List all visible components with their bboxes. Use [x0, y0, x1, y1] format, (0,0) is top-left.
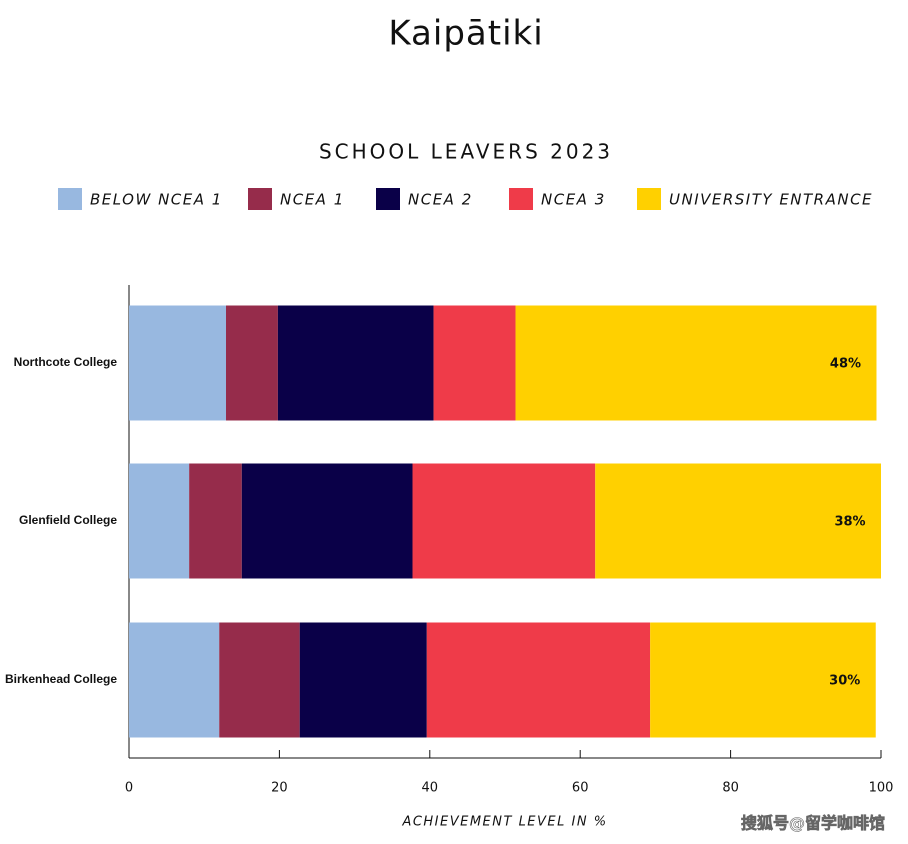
bar-segment — [189, 463, 242, 579]
legend-label: NCEA 2 — [408, 191, 473, 209]
bar-segment — [129, 305, 227, 421]
x-tick-label: 40 — [422, 781, 439, 796]
chart-title: SCHOOL LEAVERS 2023 — [319, 140, 613, 164]
legend-swatch — [509, 188, 533, 210]
legend-swatch — [248, 188, 272, 210]
category-label: Northcote College — [14, 355, 118, 369]
x-tick-label: 80 — [722, 781, 739, 796]
bar-segment — [277, 305, 434, 421]
legend-label: BELOW NCEA 1 — [90, 191, 223, 209]
bar-segment — [129, 622, 220, 738]
legend-swatch — [58, 188, 82, 210]
bar-segment — [241, 463, 413, 579]
bar-segment — [219, 622, 300, 738]
category-label: Birkenhead College — [5, 672, 117, 686]
legend-swatch — [376, 188, 400, 210]
bar-segment — [433, 305, 516, 421]
bar-segment — [129, 463, 190, 579]
bar-segment — [412, 463, 596, 579]
value-label: 38% — [834, 515, 865, 530]
legend-label: NCEA 1 — [280, 191, 345, 209]
bar-segment — [299, 622, 427, 738]
bar-segment — [650, 622, 876, 738]
category-label: Glenfield College — [19, 513, 117, 527]
legend-label: UNIVERSITY ENTRANCE — [669, 191, 873, 209]
value-label: 30% — [829, 674, 860, 689]
legend-swatch — [637, 188, 661, 210]
value-label: 48% — [830, 357, 861, 372]
x-tick-label: 60 — [572, 781, 589, 796]
x-tick-label: 100 — [869, 781, 894, 796]
legend-label: NCEA 3 — [541, 191, 606, 209]
watermark: 搜狐号@留学咖啡馆 — [741, 814, 885, 833]
bar-segment — [226, 305, 278, 421]
bar-segment — [426, 622, 651, 738]
page-title: Kaipātiki — [388, 14, 543, 54]
x-axis-label: ACHIEVEMENT LEVEL IN % — [401, 815, 607, 830]
bar-segment — [595, 463, 881, 579]
x-tick-label: 20 — [271, 781, 288, 796]
x-tick-label: 0 — [125, 781, 133, 796]
bar-segment — [515, 305, 877, 421]
